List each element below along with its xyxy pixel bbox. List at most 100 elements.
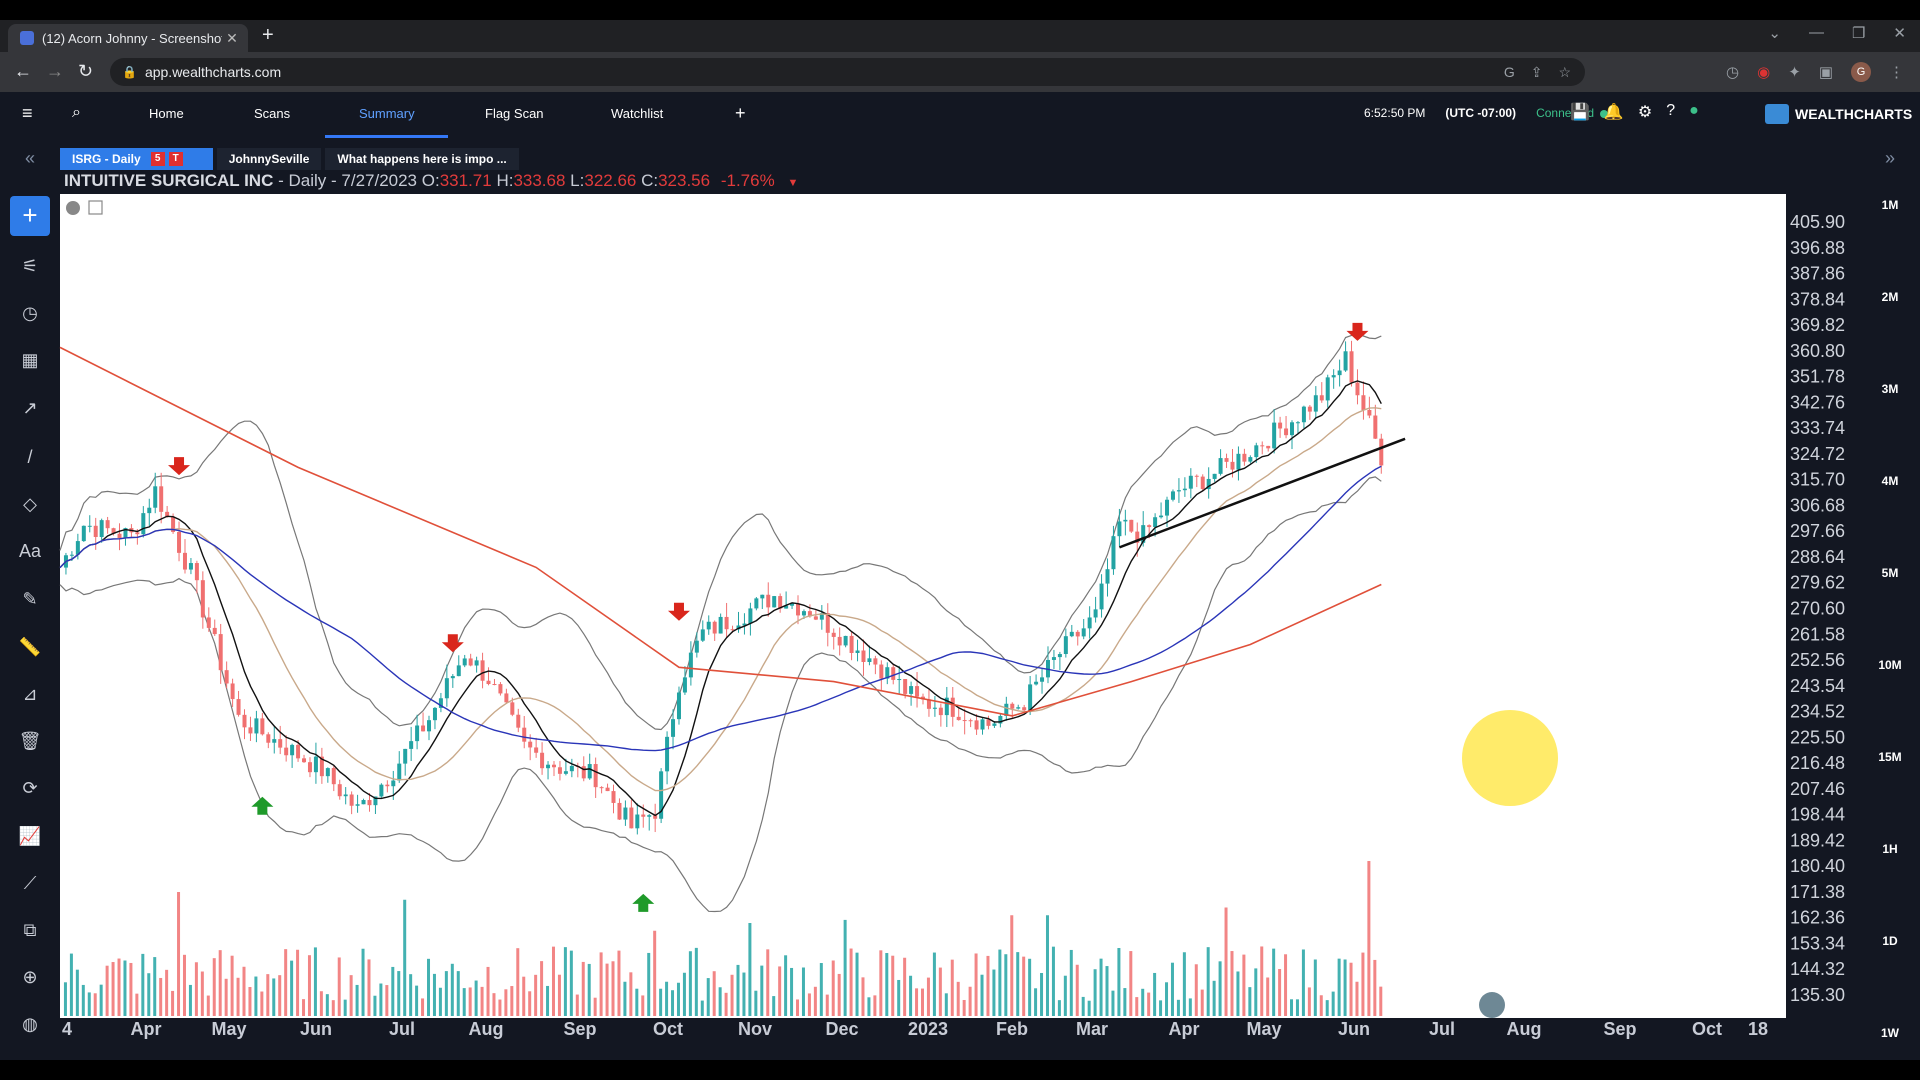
bell-icon[interactable]: 🔔 — [1603, 104, 1624, 121]
brand-name: WEALTHCHARTS — [1795, 106, 1913, 122]
crosshair-icon[interactable]: ⊕ — [22, 967, 38, 987]
minimize-icon[interactable]: — — [1808, 24, 1824, 41]
connection-status: Connected — [1536, 106, 1595, 120]
timeframe-1d[interactable]: 1D — [1882, 934, 1898, 948]
new-tab-icon[interactable]: + — [262, 24, 274, 46]
tab-search-icon[interactable]: ⌄ — [1768, 25, 1781, 42]
brush-tool-icon[interactable]: ✎ — [22, 589, 38, 609]
bookmark-star-icon[interactable]: ☆ — [1558, 63, 1571, 80]
text-tool-icon[interactable]: Aa — [18, 541, 42, 561]
reload-icon[interactable]: ↻ — [78, 61, 94, 81]
extension-icons: ◷ ◉ ✦ ▣ G ⋮ — [1726, 62, 1904, 82]
timezone: (UTC -07:00) — [1445, 106, 1517, 120]
help-icon[interactable]: ? — [1666, 102, 1676, 119]
lightbulb-icon[interactable]: ● — [1689, 102, 1699, 119]
favicon-icon — [20, 31, 34, 45]
timeframe-10m[interactable]: 10M — [1878, 658, 1902, 672]
search-icon[interactable]: ⌕ — [72, 104, 81, 121]
nav-watchlist[interactable]: Watchlist — [611, 106, 664, 121]
layers-icon[interactable]: ⧉ — [23, 920, 37, 940]
save-icon[interactable]: 💾 — [1570, 104, 1590, 121]
chart-tab-label: ISRG - Daily — [72, 152, 141, 166]
url-text: app.wealthcharts.com — [144, 64, 282, 80]
screen-bottom-black — [0, 1060, 1920, 1080]
restore-icon[interactable]: ❐ — [1851, 25, 1866, 42]
timeframe-1w[interactable]: 1W — [1881, 1026, 1899, 1040]
timeframe-1m[interactable]: 1M — [1881, 198, 1899, 212]
status-indicators: 6:52:50 PM (UTC -07:00) Connected — [1364, 106, 1609, 120]
chart-tab-note[interactable]: What happens here is impo ... — [325, 148, 519, 170]
low-value: 322.66 — [584, 171, 637, 190]
close-tab-icon[interactable]: ✕ — [226, 29, 238, 46]
close-label: C: — [641, 171, 659, 190]
forward-icon[interactable]: → — [46, 61, 64, 81]
clock-icon[interactable]: ◷ — [22, 303, 38, 323]
timeframe-1h[interactable]: 1H — [1882, 842, 1898, 856]
timeframe-3m[interactable]: 3M — [1881, 382, 1899, 396]
browser-toolbar: ← → ↻ 🔒 app.wealthcharts.com G ⇪ ☆ ◷ ◉ ✦… — [0, 52, 1920, 92]
high-value: 333.68 — [513, 171, 566, 190]
omnibox-icons: G ⇪ ☆ — [1504, 64, 1571, 81]
chart-tab-user[interactable]: JohnnySeville — [216, 148, 322, 170]
history-icon[interactable]: ◷ — [1726, 64, 1740, 81]
address-bar[interactable]: 🔒 app.wealthcharts.com G ⇪ ☆ — [110, 58, 1585, 86]
change-down-icon: ▼ — [787, 177, 799, 189]
scatter-icon[interactable]: ⟋ — [23, 873, 37, 893]
open-label: O: — [421, 171, 440, 190]
line-tool-icon[interactable]: / — [27, 447, 33, 467]
active-nav-underline — [325, 135, 448, 138]
sidebar-icon[interactable]: ▣ — [1818, 64, 1833, 81]
trend-icon[interactable]: ↗ — [22, 398, 38, 418]
ohlc-legend: INTUITIVE SURGICAL INC - Daily - 7/27/20… — [64, 171, 798, 191]
badge-t: T — [168, 152, 183, 166]
trash-icon[interactable]: 🗑 — [18, 731, 42, 751]
high-label: H: — [496, 171, 514, 190]
chart-tab-isrg[interactable]: ISRG - Daily 5 T — [60, 148, 213, 170]
low-label: L: — [570, 171, 585, 190]
chart-tabs: ISRG - Daily 5 T JohnnySeville What happ… — [60, 148, 519, 170]
back-icon[interactable]: ← — [14, 61, 32, 81]
badge-5: 5 — [150, 152, 165, 166]
globe-icon[interactable]: ◍ — [22, 1014, 38, 1034]
extensions-puzzle-icon[interactable]: ✦ — [1788, 64, 1801, 81]
browser-tab-title: (12) Acorn Johnny - Screenshots — [42, 30, 222, 46]
share-icon[interactable]: ⇪ — [1530, 63, 1543, 80]
google-icon[interactable]: G — [1503, 63, 1515, 80]
cursor-highlight — [1462, 710, 1558, 806]
header-tools: 💾 🔔 ⚙ ? ● — [1570, 102, 1699, 122]
timeframe-15m[interactable]: 15M — [1878, 750, 1902, 764]
symbol-name: INTUITIVE SURGICAL INC — [64, 171, 274, 190]
lock-icon[interactable]: 🔒 — [122, 65, 137, 79]
expand-right-icon[interactable]: » — [1884, 148, 1895, 168]
window-controls: ⌄ — ❐ ✕ — [1768, 24, 1906, 42]
collapse-left-icon[interactable]: « — [24, 148, 35, 168]
calendar-icon[interactable]: ▦ — [21, 350, 39, 370]
timeframe-sidebar: » 1M 2M 3M 4M 5M 10M 15M 1H 1D 1W — [1870, 138, 1920, 1060]
timeframe-4m[interactable]: 4M — [1881, 474, 1899, 488]
wealthcharts-logo-icon — [1765, 104, 1789, 124]
shapes-tool-icon[interactable]: ◇ — [23, 494, 37, 514]
gear-icon[interactable]: ⚙ — [1637, 104, 1653, 121]
extension-ublock-icon[interactable]: ◉ — [1757, 64, 1771, 81]
browser-tab[interactable]: (12) Acorn Johnny - Screenshots ✕ — [8, 24, 248, 52]
indicators-icon[interactable]: ⚟ — [21, 256, 39, 276]
add-indicator-button[interactable]: + — [10, 196, 50, 236]
browser-menu-icon[interactable]: ⋮ — [1889, 64, 1904, 81]
brand-logo: WEALTHCHARTS — [1765, 104, 1912, 124]
nav-scans[interactable]: Scans — [254, 106, 291, 121]
timeframe-2m[interactable]: 2M — [1881, 290, 1899, 304]
close-value: 323.56 — [658, 171, 711, 190]
nav-home[interactable]: Home — [149, 106, 184, 121]
add-tab-icon[interactable]: + — [735, 103, 746, 123]
window-close-icon[interactable]: ✕ — [1893, 25, 1906, 42]
timeframe-5m[interactable]: 5M — [1881, 566, 1899, 580]
profile-avatar[interactable]: G — [1851, 62, 1871, 82]
hamburger-menu-icon[interactable]: ≡ — [22, 103, 33, 123]
change-percent: -1.76% — [720, 171, 775, 190]
nav-summary[interactable]: Summary — [359, 106, 415, 121]
nav-flag-scan[interactable]: Flag Scan — [485, 106, 544, 121]
measure-tool-icon[interactable]: ⊿ — [22, 684, 38, 704]
line-chart-icon[interactable]: 📈 — [18, 826, 42, 846]
ruler-tool-icon[interactable]: 📏 — [18, 637, 42, 657]
refresh-icon[interactable]: ⟳ — [22, 778, 38, 798]
